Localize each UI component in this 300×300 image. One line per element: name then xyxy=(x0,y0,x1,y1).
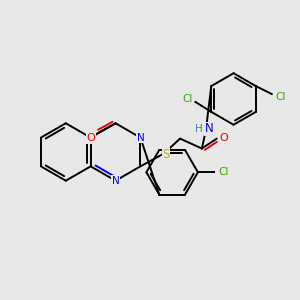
Text: N: N xyxy=(112,176,119,186)
Text: Cl: Cl xyxy=(275,92,286,102)
Text: Cl: Cl xyxy=(218,167,229,177)
Text: O: O xyxy=(86,133,95,143)
Text: H: H xyxy=(195,124,203,134)
Text: Cl: Cl xyxy=(182,94,193,104)
Text: S: S xyxy=(163,148,170,161)
Text: O: O xyxy=(219,133,228,142)
Text: N: N xyxy=(136,133,144,142)
Text: N: N xyxy=(204,122,213,135)
